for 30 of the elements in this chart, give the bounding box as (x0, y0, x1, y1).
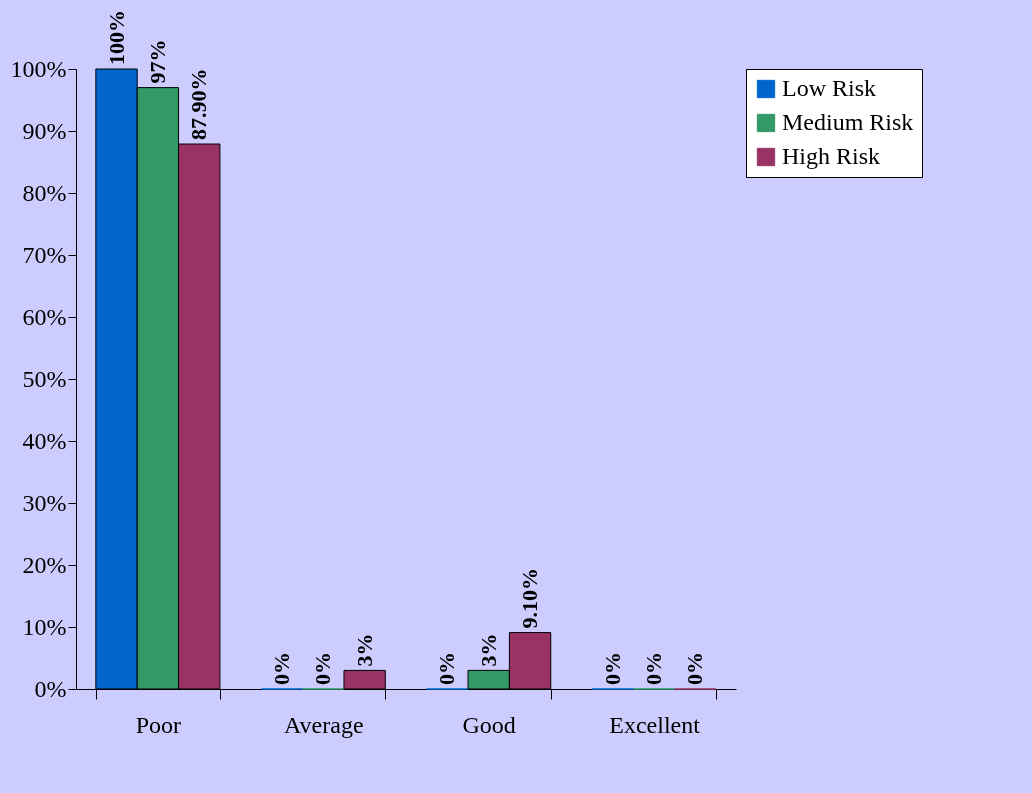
y-tick-label: 80% (22, 179, 67, 206)
y-tick-label: 70% (22, 241, 67, 268)
data-label: 3% (475, 633, 501, 667)
data-label: 3% (351, 633, 377, 667)
x-tick-label: Poor (135, 711, 182, 738)
data-label: 0% (682, 652, 708, 685)
x-tick-label: Average (284, 711, 364, 738)
y-tick-label: 0% (34, 675, 67, 702)
data-label: 0% (434, 652, 460, 685)
y-tick-label: 100% (10, 55, 67, 82)
legend-label: Medium Risk (782, 109, 914, 135)
y-tick-label: 20% (22, 551, 67, 578)
legend-label: High Risk (782, 143, 881, 169)
legend-label: Low Risk (782, 75, 877, 101)
data-label: 0% (268, 652, 294, 685)
data-label: 0% (641, 652, 667, 685)
data-label: 0% (599, 652, 625, 685)
data-label: 0% (310, 652, 336, 685)
y-tick-label: 40% (22, 427, 67, 454)
y-tick-label: 90% (22, 117, 67, 144)
data-label: 9.10% (517, 568, 543, 629)
data-label: 97% (144, 39, 170, 84)
data-label: 87.90% (186, 68, 212, 141)
y-tick-label: 30% (22, 489, 67, 516)
data-label: 100% (103, 10, 129, 65)
y-tick-label: 10% (22, 613, 67, 640)
x-tick-label: Excellent (609, 711, 701, 738)
x-tick-label: Good (462, 711, 516, 738)
y-tick-label: 50% (22, 365, 67, 392)
y-tick-label: 60% (22, 303, 67, 330)
